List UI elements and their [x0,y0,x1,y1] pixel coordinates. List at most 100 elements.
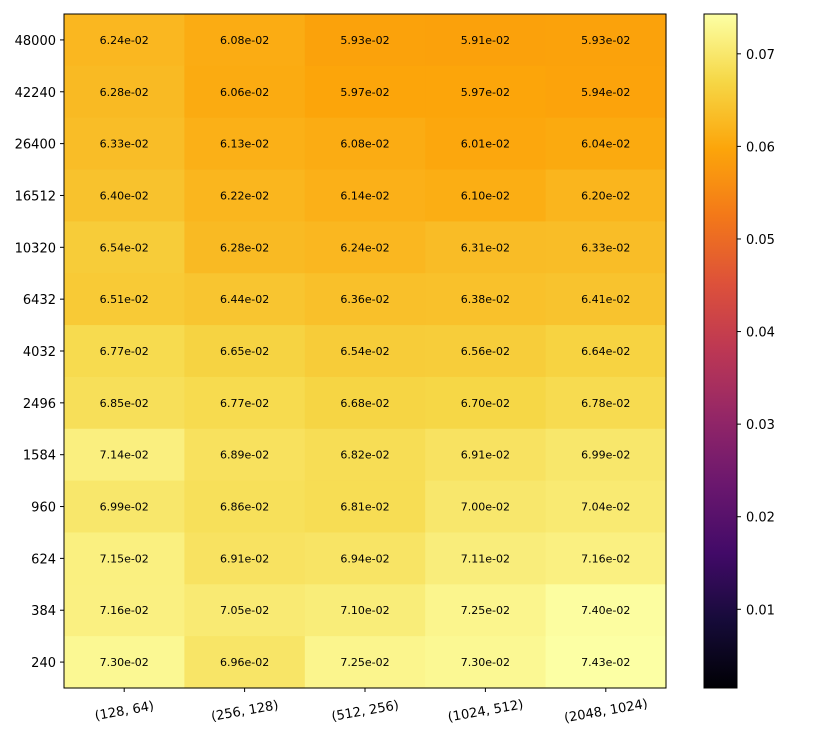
heatmap-cell [184,117,306,171]
cell-value-label: 6.94e-02 [340,552,389,565]
heatmap-cell [545,428,667,482]
heatmap-cell [545,169,667,222]
cell-value-label: 5.91e-02 [461,34,510,47]
heatmap-cell [545,532,667,585]
heatmap-cell [304,117,426,171]
colorbar-ticks: 0.01 0.02 0.03 0.04 0.05 0.06 0.07 [737,48,775,618]
cell-value-label: 6.54e-02 [100,241,149,254]
y-tick-label: 26400 [15,138,56,153]
heatmap-cell [425,584,547,637]
cell-value-label: 6.04e-02 [581,138,630,151]
y-tick-label: 42240 [15,86,56,101]
cell-value-label: 6.10e-02 [461,189,510,202]
cell-value-label: 6.65e-02 [220,345,269,358]
heatmap-cell [425,636,547,689]
cell-value-label: 7.16e-02 [581,552,630,565]
cell-value-label: 6.06e-02 [220,86,269,99]
cell-value-label: 6.38e-02 [461,293,510,306]
colorbar-tick-label: 0.07 [746,48,775,63]
heatmap-cell [425,65,547,119]
heatmap-cell [64,169,185,222]
cell-value-label: 6.81e-02 [340,501,389,514]
x-tick-label: (128, 64) [94,699,155,724]
cell-value-label: 6.24e-02 [100,34,149,47]
heatmap-cell [184,273,306,326]
heatmap-cell [304,584,426,637]
heatmap-cell [64,221,185,274]
cell-value-label: 7.04e-02 [581,501,630,514]
colorbar-tick-label: 0.05 [746,233,775,248]
heatmap-cell [184,325,306,378]
cell-value-label: 6.85e-02 [100,397,149,410]
x-tick-label: (256, 128) [210,698,280,725]
cell-value-label: 6.36e-02 [340,293,389,306]
heatmap-cell [545,584,667,637]
cell-value-label: 6.86e-02 [220,501,269,514]
cell-value-label: 7.10e-02 [340,604,389,617]
colorbar-bar [703,13,738,689]
heatmap-cell [304,273,426,326]
cell-value-label: 6.56e-02 [461,345,510,358]
y-tick-label: 384 [31,604,56,619]
y-tick-label: 16512 [15,189,56,204]
heatmap-cell [425,117,547,171]
heatmap-cell [184,221,306,274]
cell-value-label: 7.11e-02 [461,552,510,565]
y-tick-label: 960 [31,501,56,516]
heatmap-cell [64,376,185,430]
cell-value-label: 7.40e-02 [581,604,630,617]
colorbar-tick-label: 0.02 [746,511,775,526]
heatmap-cell [545,325,667,378]
heatmap-cell [64,584,185,637]
cell-value-label: 7.25e-02 [340,656,389,669]
colorbar-tick-label: 0.03 [746,418,775,433]
cell-value-label: 6.78e-02 [581,397,630,410]
cell-value-label: 7.43e-02 [581,656,630,669]
cell-value-label: 6.70e-02 [461,397,510,410]
cell-value-label: 7.14e-02 [100,449,149,462]
cell-value-label: 6.40e-02 [100,189,149,202]
heatmap-cell [184,428,306,482]
cell-value-label: 6.41e-02 [581,293,630,306]
y-tick-label: 2496 [23,397,56,412]
cell-value-label: 7.15e-02 [100,552,149,565]
cell-value-label: 6.08e-02 [340,138,389,151]
cell-value-label: 6.51e-02 [100,293,149,306]
heatmap-cell [425,376,547,430]
heatmap-cell [64,636,185,689]
heatmap-cells [64,14,667,689]
heatmap-cell [64,65,185,119]
cell-value-label: 6.89e-02 [220,449,269,462]
heatmap-cell [184,584,306,637]
heatmap-cell [425,480,547,534]
colorbar-tick-label: 0.06 [746,140,775,155]
heatmap-cell [64,480,185,534]
cell-value-label: 7.25e-02 [461,604,510,617]
heatmap-cell [184,376,306,430]
heatmap-cell [425,428,547,482]
colorbar-tick-label: 0.01 [746,603,775,618]
heatmap-cell [425,221,547,274]
heatmap-cell [545,14,667,67]
heatmap-cell [545,376,667,430]
heatmap-cell [545,117,667,171]
cell-value-label: 7.16e-02 [100,604,149,617]
cell-value-label: 6.08e-02 [220,34,269,47]
heatmap-cell [545,221,667,274]
heatmap-cell [425,532,547,585]
heatmap-cell [184,169,306,222]
y-tick-label: 48000 [15,34,56,49]
cell-value-label: 6.13e-02 [220,138,269,151]
heatmap-cell [304,14,426,67]
heatmap-cell [304,221,426,274]
cell-value-label: 7.00e-02 [461,501,510,514]
cell-value-label: 6.14e-02 [340,189,389,202]
cell-value-label: 6.33e-02 [100,138,149,151]
cell-value-label: 6.33e-02 [581,241,630,254]
cell-value-label: 6.96e-02 [220,656,269,669]
cell-value-label: 5.97e-02 [461,86,510,99]
cell-value-label: 6.20e-02 [581,189,630,202]
heatmap-cell [545,636,667,689]
cell-value-label: 6.77e-02 [220,397,269,410]
